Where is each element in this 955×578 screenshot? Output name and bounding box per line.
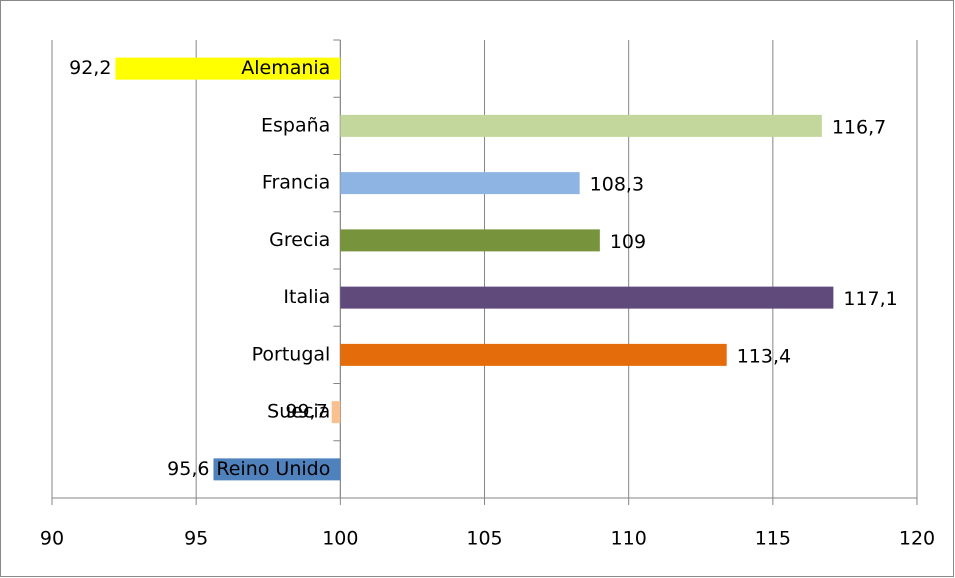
x-tick-label: 110 bbox=[611, 528, 647, 550]
category-label: Francia bbox=[262, 172, 330, 194]
x-tick-label: 90 bbox=[40, 528, 64, 550]
value-label: 95,6 bbox=[167, 458, 209, 480]
value-label: 92,2 bbox=[69, 57, 111, 79]
bar bbox=[340, 229, 600, 252]
category-label: Portugal bbox=[252, 343, 331, 365]
value-label: 109 bbox=[610, 231, 646, 253]
value-label: 108,3 bbox=[590, 174, 644, 196]
category-label: Italia bbox=[283, 286, 330, 308]
x-tick-label: 100 bbox=[322, 528, 358, 550]
category-label: Reino Unido bbox=[216, 458, 330, 480]
value-label: 99,7 bbox=[285, 401, 327, 423]
x-tick-label: 105 bbox=[466, 528, 502, 550]
value-label: 117,1 bbox=[843, 288, 897, 310]
bar bbox=[340, 343, 727, 366]
value-label: 113,4 bbox=[737, 345, 791, 367]
x-tick-label: 115 bbox=[755, 528, 791, 550]
value-label: 116,7 bbox=[832, 116, 886, 138]
bar bbox=[340, 114, 822, 137]
bar bbox=[340, 172, 580, 195]
bar bbox=[115, 57, 341, 80]
category-label: España bbox=[261, 114, 330, 136]
category-label: Suecia bbox=[267, 401, 330, 423]
x-tick-label: 95 bbox=[184, 528, 208, 550]
category-label: Grecia bbox=[269, 229, 330, 251]
bar bbox=[213, 458, 341, 481]
bar bbox=[340, 286, 834, 309]
category-label: Alemania bbox=[241, 57, 330, 79]
bar bbox=[331, 401, 341, 424]
x-tick-label: 120 bbox=[899, 528, 935, 550]
